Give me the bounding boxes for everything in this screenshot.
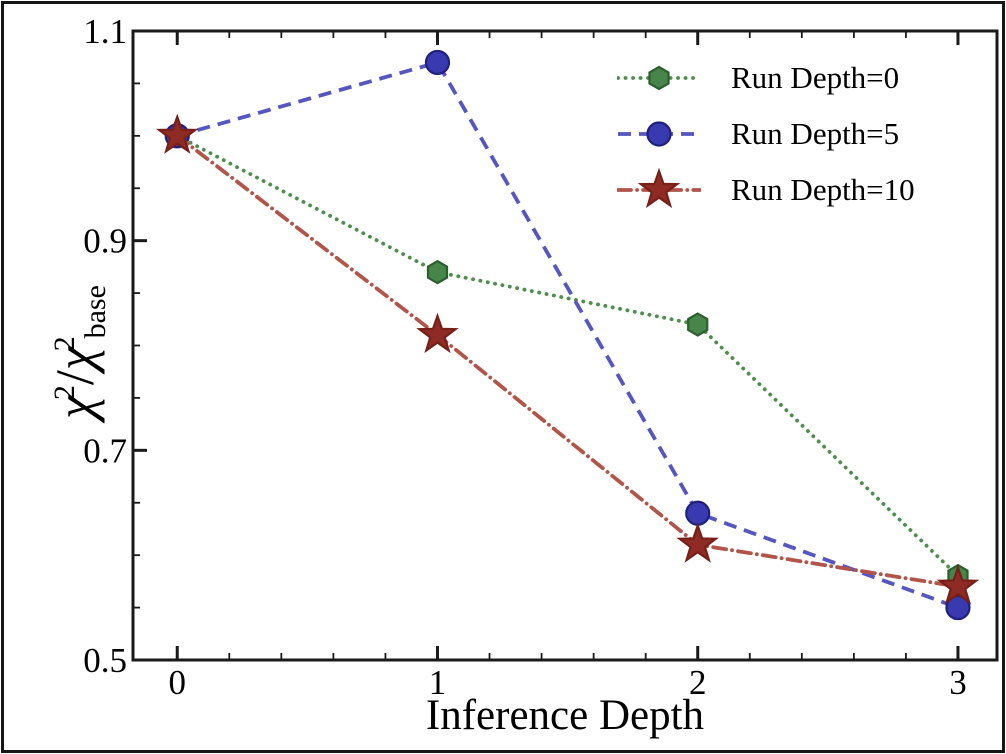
- legend-swatch: [618, 121, 700, 147]
- x-tick-label: 3: [949, 663, 967, 702]
- data-point-circle: [945, 594, 971, 621]
- y-axis-label: χ2/χ2base: [25, 142, 112, 562]
- series-line: [175, 133, 960, 578]
- data-point-star: [416, 312, 459, 354]
- legend-label: Run Depth=0: [731, 60, 900, 95]
- legend-swatch: [617, 168, 701, 209]
- data-point-hexagon: [426, 259, 449, 285]
- legend: Run Depth=0 Run Depth=5 Run Depth=10: [617, 50, 915, 218]
- data-point-circle: [646, 121, 672, 147]
- x-tick-label: 2: [689, 663, 707, 702]
- data-point-star: [936, 564, 980, 605]
- y-tick-label: 0.9: [83, 222, 127, 261]
- data-point-hexagon: [687, 312, 709, 337]
- legend-swatch: [617, 65, 701, 91]
- y-tick-label: 0.7: [83, 431, 127, 470]
- legend-item: Run Depth=5: [617, 106, 915, 162]
- data-point-star: [676, 522, 719, 563]
- legend-label: Run Depth=5: [731, 116, 900, 151]
- legend-label: Run Depth=10: [731, 172, 915, 207]
- ylabel-exponent: 2: [48, 385, 81, 401]
- ylabel-denominator-exponent: 2: [48, 336, 81, 352]
- ylabel-slash: /: [45, 370, 105, 386]
- x-tick-label: 1: [429, 663, 447, 702]
- series-2: [155, 113, 980, 605]
- legend-item: Run Depth=10: [617, 162, 915, 218]
- ylabel-denominator-subscript: base: [78, 285, 112, 339]
- x-tick-label: 0: [168, 663, 186, 702]
- legend-item: Run Depth=0: [617, 50, 915, 106]
- data-point-hexagon: [648, 65, 670, 91]
- data-point-circle: [424, 49, 451, 76]
- y-tick-label: 1.1: [83, 12, 127, 51]
- data-point-star: [155, 113, 199, 154]
- series-line: [176, 60, 959, 610]
- data-point-star: [637, 168, 681, 209]
- y-tick-label: 0.5: [83, 641, 127, 680]
- x-axis-label: Inference Depth: [425, 692, 705, 739]
- data-point-circle: [685, 500, 711, 526]
- series-line: [175, 133, 960, 589]
